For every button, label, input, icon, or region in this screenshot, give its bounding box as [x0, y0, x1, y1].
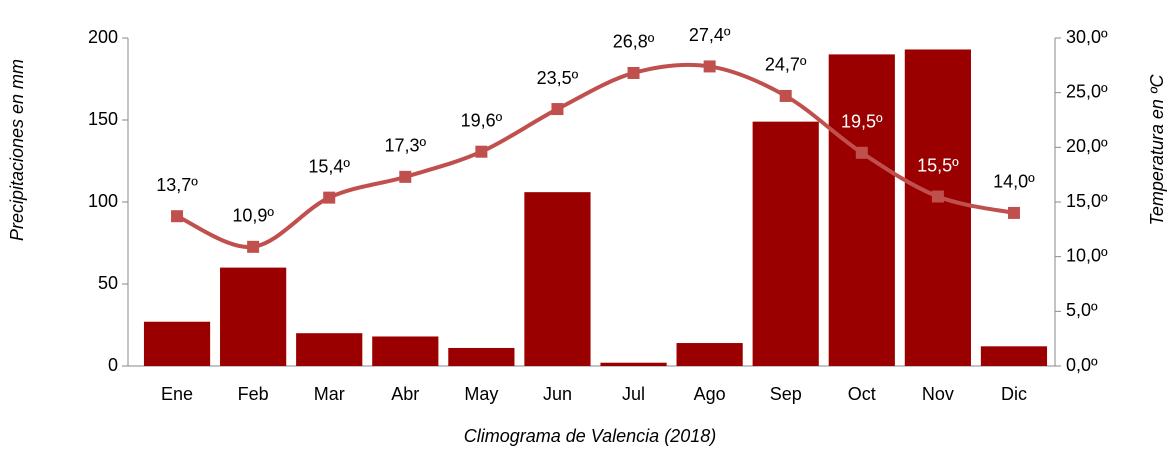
marker: [399, 170, 412, 183]
y2-tick-label: 25,0º: [1066, 81, 1108, 101]
bar: [600, 362, 667, 366]
x-tick-label: Abr: [391, 384, 419, 404]
data-label: 26,8º: [613, 32, 655, 52]
data-label: 13,7º: [156, 175, 198, 195]
y2-tick-label: 0,0º: [1066, 355, 1098, 375]
bar: [372, 336, 439, 366]
data-label: 10,9º: [232, 206, 274, 226]
bar: [828, 54, 895, 367]
data-label: 19,5º: [841, 112, 883, 132]
data-label: 19,6º: [461, 110, 503, 130]
x-tick-label: Ago: [694, 384, 726, 404]
data-label: 14,0º: [993, 172, 1035, 192]
marker: [171, 210, 184, 223]
bar: [980, 346, 1048, 366]
bar: [676, 343, 743, 366]
y2-tick-label: 30,0º: [1066, 27, 1108, 47]
bar: [904, 49, 971, 366]
data-label: 27,4º: [689, 25, 731, 45]
marker: [703, 60, 716, 73]
y-tick-label: 100: [88, 191, 118, 211]
y-axis-label: Precipitaciones en mm: [7, 59, 27, 241]
x-tick-label: Jun: [543, 384, 572, 404]
data-label: 23,5º: [537, 68, 579, 88]
y2-axis-label: Temperatura en ºC: [1147, 74, 1167, 226]
y2-tick-label: 20,0º: [1066, 136, 1108, 156]
data-label: 15,4º: [308, 156, 350, 176]
x-tick-label: Oct: [848, 384, 876, 404]
y2-tick-label: 5,0º: [1066, 300, 1098, 320]
y2-tick-label: 10,0º: [1066, 245, 1108, 265]
marker: [931, 190, 944, 203]
data-label: 17,3º: [384, 136, 426, 156]
x-tick-label: May: [464, 384, 498, 404]
y-tick-label: 200: [88, 27, 118, 47]
x-tick-label: Sep: [770, 384, 802, 404]
marker: [855, 146, 868, 159]
marker: [779, 89, 792, 102]
bar: [752, 121, 819, 366]
x-tick-label: Nov: [922, 384, 954, 404]
x-tick-label: Feb: [238, 384, 269, 404]
x-tick-label: Dic: [1001, 384, 1027, 404]
marker: [247, 240, 260, 253]
y2-tick-label: 15,0º: [1066, 191, 1108, 211]
y-tick-label: 150: [88, 109, 118, 129]
bar: [220, 267, 287, 366]
x-tick-label: Ene: [161, 384, 193, 404]
bar: [296, 333, 363, 366]
x-tick-label: Jul: [622, 384, 645, 404]
y-tick-label: 50: [98, 273, 118, 293]
bar: [448, 347, 515, 366]
x-tick-label: Mar: [314, 384, 345, 404]
marker: [475, 145, 488, 158]
marker: [627, 66, 640, 79]
marker: [1007, 206, 1020, 219]
bar: [143, 321, 211, 366]
y-tick-label: 0: [108, 355, 118, 375]
chart-title: Climograma de Valencia (2018): [464, 426, 716, 446]
bar: [524, 192, 591, 366]
data-label: 24,7º: [765, 55, 807, 75]
marker: [551, 103, 564, 116]
data-label: 15,5º: [917, 155, 959, 175]
marker: [323, 191, 336, 204]
